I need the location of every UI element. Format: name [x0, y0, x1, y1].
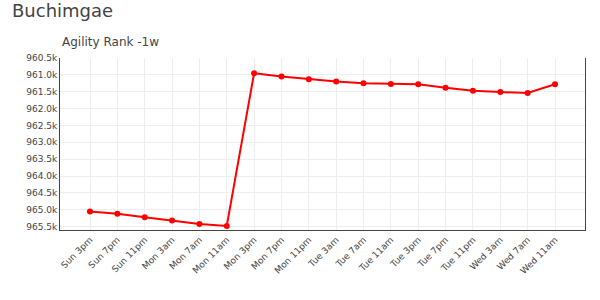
svg-text:964.0k: 964.0k — [26, 171, 58, 181]
svg-text:Mon 3pm: Mon 3pm — [222, 235, 259, 272]
svg-text:965.0k: 965.0k — [26, 205, 58, 215]
svg-text:Mon 7am: Mon 7am — [167, 235, 204, 272]
svg-text:Sun 11pm: Sun 11pm — [110, 235, 150, 275]
svg-text:Mon 11am: Mon 11am — [191, 235, 232, 276]
svg-text:Sun 7pm: Sun 7pm — [86, 235, 121, 270]
svg-text:Tue 11am: Tue 11am — [357, 235, 396, 274]
svg-text:965.5k: 965.5k — [26, 222, 58, 232]
svg-text:Wed 7am: Wed 7am — [495, 235, 532, 272]
svg-text:Agility Rank -1w: Agility Rank -1w — [62, 35, 159, 49]
svg-text:Mon 11pm: Mon 11pm — [273, 235, 314, 276]
svg-text:961.0k: 961.0k — [26, 70, 58, 80]
svg-text:Wed 11am: Wed 11am — [518, 235, 559, 276]
svg-text:Wed 3am: Wed 3am — [468, 235, 505, 272]
svg-text:Tue 3am: Tue 3am — [306, 235, 341, 270]
svg-text:Mon 3am: Mon 3am — [140, 235, 177, 272]
svg-text:Tue 11pm: Tue 11pm — [439, 235, 478, 274]
svg-text:Tue 7pm: Tue 7pm — [415, 235, 450, 270]
svg-text:Buchimgae: Buchimgae — [12, 0, 113, 21]
svg-text:Mon 7pm: Mon 7pm — [249, 235, 286, 272]
svg-text:960.5k: 960.5k — [26, 53, 58, 63]
svg-text:963.5k: 963.5k — [26, 154, 58, 164]
svg-text:Tue 3pm: Tue 3pm — [388, 235, 423, 270]
svg-text:Sun 3pm: Sun 3pm — [59, 235, 94, 270]
svg-text:962.0k: 962.0k — [26, 104, 58, 114]
svg-text:963.0k: 963.0k — [26, 137, 58, 147]
svg-text:961.5k: 961.5k — [26, 87, 58, 97]
svg-text:964.5k: 964.5k — [26, 188, 58, 198]
svg-text:962.5k: 962.5k — [26, 121, 58, 131]
svg-text:Tue 7am: Tue 7am — [333, 235, 368, 270]
